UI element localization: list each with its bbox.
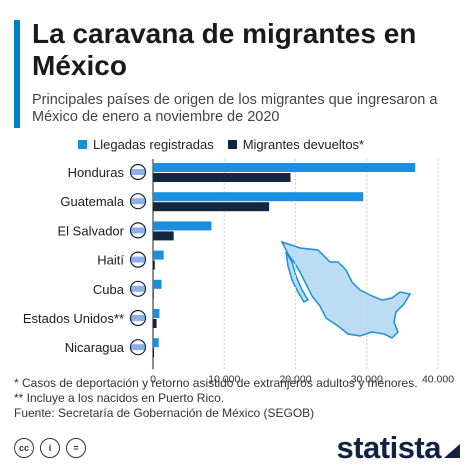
- category-label: El Salvador: [58, 223, 125, 238]
- bar-devueltos: [153, 319, 157, 328]
- flag-stripe: [131, 285, 145, 292]
- category-label: Cuba: [93, 282, 125, 297]
- title-accent-bar: [14, 20, 20, 128]
- bar-devueltos: [153, 289, 154, 299]
- flag-stripe: [131, 256, 145, 263]
- bars: [153, 163, 416, 358]
- x-tick-label: 40.000: [422, 373, 454, 385]
- bar-llegadas: [153, 192, 364, 202]
- bar-devueltos: [153, 202, 270, 212]
- baja-california: [285, 251, 310, 303]
- page-subtitle: Principales países de origen de los migr…: [32, 92, 438, 125]
- cc-icon[interactable]: cc: [14, 438, 34, 458]
- bar-llegadas: [153, 221, 212, 231]
- legend-item-devueltos: Migrantes devueltos*: [227, 137, 365, 152]
- flag-stripe: [131, 227, 145, 234]
- source-note: Fuente: Secretaría de Gobernación de Méx…: [14, 406, 315, 420]
- brand-mark-icon: [444, 444, 460, 458]
- x-tick-label: 10.000: [208, 373, 240, 385]
- bar-llegadas: [153, 309, 160, 318]
- category-label: Estados Unidos**: [23, 311, 124, 326]
- category-label: Guatemala: [60, 194, 124, 209]
- x-axis-ticks: 0 10.000 20.000 30.000 40.000: [150, 373, 454, 385]
- x-tick-label: 20.000: [279, 373, 311, 385]
- category-label: Nicaragua: [65, 340, 125, 355]
- legend-item-llegadas: Llegadas registradas: [78, 137, 214, 152]
- footer: cc i = statista: [0, 428, 474, 474]
- legend-swatch-llegadas: [78, 140, 87, 149]
- page-title: La caravana de migrantes en México: [32, 18, 417, 81]
- grid-lines: [152, 159, 439, 370]
- bar-devueltos: [153, 231, 174, 241]
- bar-llegadas: [153, 250, 164, 260]
- footnote-2: ** Incluye a los nacidos en Puerto Rico.: [14, 391, 225, 405]
- statista-logo[interactable]: statista: [336, 430, 460, 466]
- nd-icon[interactable]: =: [66, 438, 86, 458]
- bar-devueltos: [153, 260, 155, 270]
- flag-stripe: [131, 344, 145, 351]
- bar-llegadas: [153, 279, 162, 289]
- flag-stripe: [131, 169, 145, 175]
- legend-label-devueltos: Migrantes devueltos*: [242, 137, 365, 152]
- bar-llegadas: [153, 338, 159, 348]
- flag-stripe: [131, 315, 145, 321]
- footnotes: * Casos de deportación y retorno asistid…: [14, 376, 464, 421]
- bar-devueltos: [153, 173, 291, 182]
- category-label: Haití: [97, 253, 124, 268]
- chart-legend: Llegadas registradas Migrantes devueltos…: [78, 137, 378, 152]
- legend-label-llegadas: Llegadas registradas: [93, 137, 214, 152]
- x-tick-label: 0: [150, 373, 156, 385]
- category-label: Honduras: [68, 165, 125, 180]
- mexico-map-icon: [280, 240, 412, 339]
- bar-llegadas: [153, 163, 416, 172]
- legend-swatch-devueltos: [227, 140, 237, 149]
- bar-devueltos: [153, 348, 155, 358]
- footnote-1: * Casos de deportación y retorno asistid…: [14, 376, 418, 390]
- x-tick-label: 30.000: [351, 373, 383, 385]
- flag-stripe: [131, 198, 145, 205]
- category-labels: Honduras Guatemala El Salvador Haití Cuba Est…: [23, 163, 147, 356]
- by-icon[interactable]: i: [40, 438, 60, 458]
- brand-name: statista: [336, 430, 441, 465]
- mexico-mainland: [280, 240, 412, 339]
